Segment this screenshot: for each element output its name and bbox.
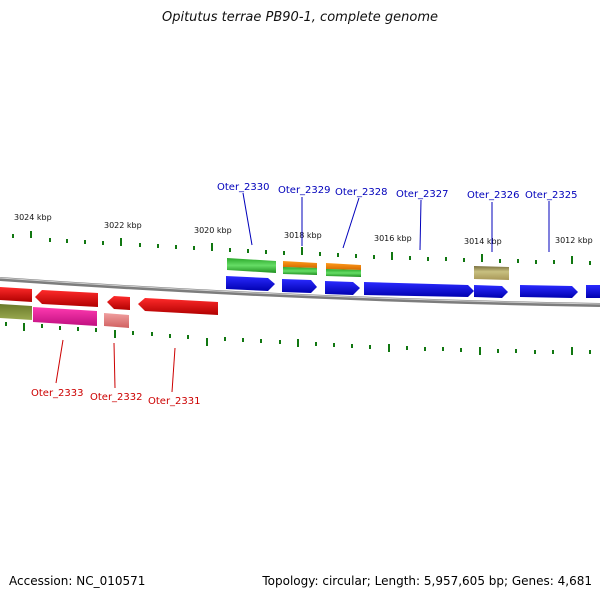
gene-arrow-forward[interactable]	[474, 285, 508, 298]
gene-arrow-forward[interactable]	[586, 285, 600, 298]
feature-track-upper	[227, 258, 509, 280]
genome-backbone-highlight	[0, 277, 600, 305]
ruler-label: 3018 kbp	[284, 231, 322, 240]
gene-label[interactable]: Oter_2325	[525, 190, 578, 201]
gene-arrow-forward[interactable]	[325, 281, 360, 295]
gene-arrow-reverse[interactable]	[35, 290, 98, 307]
gene-label[interactable]: Oter_2326	[467, 190, 520, 201]
ruler-label: 3014 kbp	[464, 237, 502, 246]
gene-arrow-forward[interactable]	[282, 279, 317, 293]
feature-orange-1[interactable]	[283, 261, 317, 268]
ruler-label: 3020 kbp	[194, 226, 232, 235]
gene-arrow-reverse[interactable]	[138, 298, 218, 315]
gene-arrow-forward[interactable]	[364, 282, 474, 297]
top-gene-labels: Oter_2330 Oter_2329 Oter_2328 Oter_2327 …	[217, 182, 578, 201]
genome-summary-text: Topology: circular; Length: 5,957,605 bp…	[262, 574, 592, 588]
feature-magenta[interactable]	[33, 307, 97, 326]
ruler-label: 3024 kbp	[14, 213, 52, 222]
gene-label[interactable]: Oter_2327	[396, 189, 449, 200]
bottom-gene-labels: Oter_2333 Oter_2332 Oter_2331	[31, 388, 201, 407]
gene-arrow-reverse[interactable]	[107, 296, 130, 310]
feature-green-2[interactable]	[283, 267, 317, 275]
ruler-label: 3016 kbp	[374, 234, 412, 243]
feature-track-lower	[0, 304, 129, 328]
accession-text: Accession: NC_010571	[9, 574, 146, 588]
map-title: Opitutus terrae PB90-1, complete genome	[161, 10, 439, 25]
forward-strand-genes	[226, 276, 600, 298]
feature-olive[interactable]	[0, 304, 32, 320]
gene-label[interactable]: Oter_2328	[335, 187, 388, 198]
feature-pink[interactable]	[104, 313, 129, 328]
gene-label[interactable]: Oter_2329	[278, 185, 331, 196]
ruler-labels: 3024 kbp 3022 kbp 3020 kbp 3018 kbp 3016…	[14, 213, 593, 246]
reverse-strand-genes	[0, 287, 218, 315]
feature-green-1[interactable]	[227, 258, 276, 273]
gene-label[interactable]: Oter_2331	[148, 396, 201, 407]
feature-orange-2[interactable]	[326, 263, 361, 270]
ruler-label: 3022 kbp	[104, 221, 142, 230]
feature-khaki[interactable]	[474, 266, 509, 280]
gene-arrow-reverse[interactable]	[0, 287, 32, 302]
lower-tick-ruler	[5, 322, 591, 355]
gene-label[interactable]: Oter_2330	[217, 182, 270, 193]
gene-label[interactable]: Oter_2333	[31, 388, 84, 399]
gene-label[interactable]: Oter_2332	[90, 392, 143, 403]
genome-backbone	[0, 277, 600, 307]
upper-tick-ruler	[12, 231, 591, 265]
gene-arrow-forward[interactable]	[520, 285, 578, 298]
feature-green-3[interactable]	[326, 269, 361, 277]
ruler-label: 3012 kbp	[555, 236, 593, 245]
top-label-leaders	[242, 192, 550, 252]
bottom-label-leaders	[55, 339, 176, 393]
gene-arrow-forward[interactable]	[226, 276, 275, 291]
